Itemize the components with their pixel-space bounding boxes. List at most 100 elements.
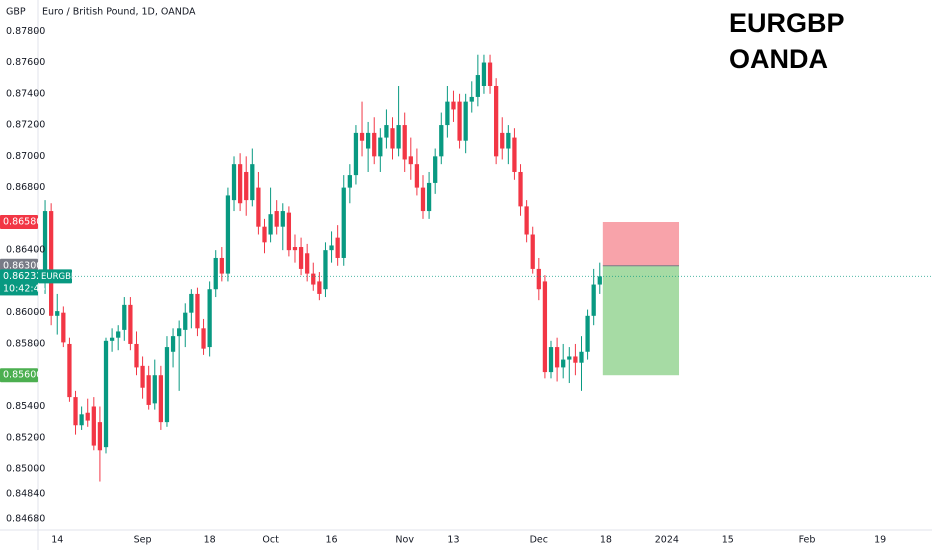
y-tick-label: 0.86800 [6, 182, 45, 193]
y-tick-label: 0.87800 [6, 26, 45, 37]
entry-price-tag-box [0, 258, 38, 273]
candle-body [335, 237, 340, 258]
candle-body [512, 137, 517, 172]
x-tick-label: 16 [326, 535, 338, 546]
candle-body [372, 132, 377, 157]
candle-body [390, 128, 395, 149]
candle-body [408, 156, 413, 165]
candle-body [317, 281, 322, 294]
y-tick-label: 0.85000 [6, 464, 45, 475]
candle-body [164, 347, 170, 423]
candle-body [231, 164, 237, 201]
candle-body [591, 284, 596, 316]
candle-body [384, 125, 389, 138]
candle-body [597, 276, 602, 285]
stop-price-tag: 0.86580 [0, 215, 42, 230]
candle-body [323, 250, 328, 290]
y-tick-label: 0.86400 [6, 245, 45, 256]
candle-body [134, 343, 139, 368]
candle-body [219, 257, 224, 274]
candle-body [207, 289, 212, 348]
candle-body [140, 365, 145, 388]
candle-body [378, 137, 383, 157]
y-tick-label: 0.85800 [6, 338, 45, 349]
y-tick-label: 0.85400 [6, 401, 45, 412]
x-tick-label: 18 [600, 535, 612, 546]
candle-body [457, 101, 462, 141]
candle-body [256, 187, 261, 227]
candle-body [177, 328, 182, 337]
candle-body [494, 85, 499, 157]
candle-body [475, 75, 480, 97]
candle-body [292, 247, 298, 251]
candle-body [274, 211, 279, 227]
candle-body [353, 132, 359, 176]
candle-body [61, 312, 66, 343]
candle-body [85, 412, 90, 421]
reward-zone [602, 265, 680, 376]
candle-body [402, 125, 407, 160]
candle-body [579, 351, 584, 363]
candle-body [311, 273, 316, 285]
x-tick-label: Oct [262, 535, 279, 546]
candle-body [487, 62, 493, 86]
candle-body [237, 164, 243, 204]
candle-body [463, 101, 468, 141]
plot-area [42, 54, 932, 482]
candle-body [341, 187, 346, 258]
x-tick-label: 2024 [655, 535, 679, 546]
candle-body [109, 337, 115, 341]
candle-body [213, 257, 218, 290]
y-tick-label: 0.87600 [6, 57, 45, 68]
candle-body [262, 226, 267, 243]
symbol-tag-label: EURGBP [41, 272, 76, 282]
candle-body [244, 171, 249, 201]
y-tick-label: 0.87400 [6, 88, 45, 99]
candle-body [67, 343, 72, 398]
candle-body [55, 311, 60, 316]
candle-body [445, 101, 450, 126]
candle-body [585, 315, 590, 352]
y-tick-label: 0.85200 [6, 432, 45, 443]
candle-body [451, 101, 456, 110]
candle-body [189, 293, 194, 313]
candle-body [73, 397, 78, 426]
candle-body [79, 414, 84, 426]
candle-body [158, 375, 164, 423]
stop-price-tag-box [0, 215, 38, 230]
y-tick-label: 0.84680 [6, 514, 45, 525]
last-price-tag-box [0, 269, 38, 284]
y-tick-label: 0.86000 [6, 307, 45, 318]
candle-body [433, 156, 438, 183]
countdown-box [0, 282, 38, 296]
candle-body [439, 125, 444, 157]
target-price-tag-label: 0.85600 [3, 370, 42, 381]
x-tick-label: 13 [447, 535, 459, 546]
last-price-tag-label: 0.86232 [3, 271, 42, 282]
candle-body [91, 406, 96, 446]
watermark-symbol: EURGBP [729, 8, 845, 38]
candle-body [542, 281, 548, 373]
candle-body [298, 247, 304, 269]
candle-body [201, 328, 206, 349]
candle-body [347, 175, 352, 188]
candle-body [305, 253, 310, 274]
last-price-tag: 0.86232 [0, 269, 42, 284]
symbol-header[interactable]: Euro / British Pound, 1D, OANDA [42, 7, 196, 18]
x-tick-label: Nov [395, 535, 414, 546]
candle-body [414, 164, 420, 188]
candle-body [567, 356, 572, 360]
x-tick-label: 19 [874, 535, 886, 546]
candle-body [506, 132, 511, 149]
target-price-tag: 0.85600 [0, 368, 42, 383]
entry-price-tag-label: 0.86300 [3, 260, 42, 271]
candle-body [530, 234, 535, 269]
x-tick-label: Dec [530, 535, 548, 546]
candle-body [396, 125, 401, 149]
candle-body [518, 171, 523, 207]
candle-body [573, 356, 578, 363]
x-tick-label: Sep [134, 535, 152, 546]
candle-body [469, 96, 474, 102]
candle-body [116, 331, 121, 338]
